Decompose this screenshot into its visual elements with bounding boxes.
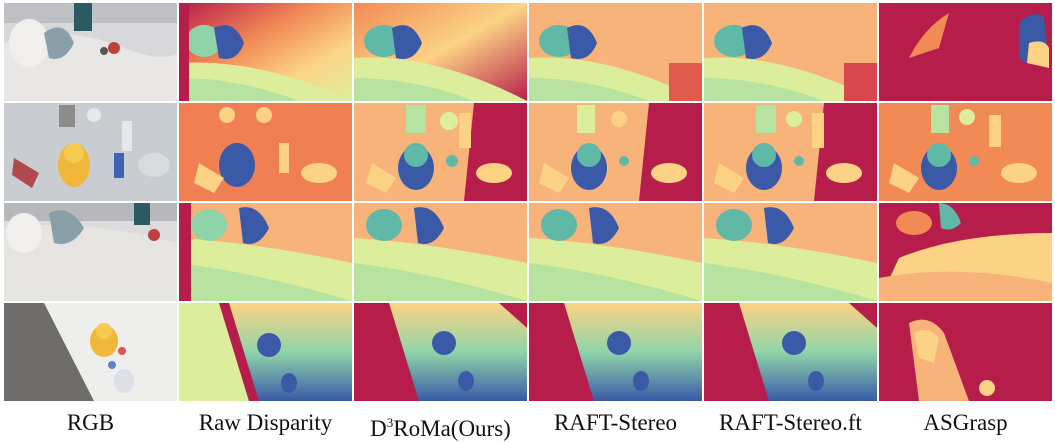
label-raw-disparity: Raw Disparity bbox=[198, 410, 333, 435]
raft-stereo-row1 bbox=[529, 3, 702, 101]
asgrasp-row2 bbox=[879, 103, 1052, 201]
label-d3roma: D3RoMa(Ours) bbox=[370, 415, 511, 441]
label-raft-stereo-ft: RAFT-Stereo.ft bbox=[719, 410, 862, 435]
raft-stereo-row4 bbox=[529, 303, 702, 401]
rgb-image-row4 bbox=[4, 303, 177, 401]
raw-disparity-row1 bbox=[179, 3, 352, 101]
label-asgrasp: ASGrasp bbox=[923, 410, 1008, 435]
label-raft-stereo: RAFT-Stereo bbox=[553, 410, 678, 435]
d3roma-row2 bbox=[354, 103, 527, 201]
raft-stereo-ft-row2 bbox=[704, 103, 877, 201]
column-labels: RGB Raw Disparity D3RoMa(Ours) RAFT-Ster… bbox=[4, 410, 1052, 442]
figure-grid bbox=[4, 3, 1052, 401]
rgb-image-row2 bbox=[4, 103, 177, 201]
raft-stereo-row3 bbox=[529, 203, 702, 301]
rgb-image-row3 bbox=[4, 203, 177, 301]
d3roma-row1 bbox=[354, 3, 527, 101]
asgrasp-row1 bbox=[879, 3, 1052, 101]
raft-stereo-ft-row4 bbox=[704, 303, 877, 401]
raft-stereo-ft-row1 bbox=[704, 3, 877, 101]
rgb-image-row1 bbox=[4, 3, 177, 101]
raft-stereo-ft-row3 bbox=[704, 203, 877, 301]
label-rgb: RGB bbox=[66, 410, 115, 435]
raw-disparity-row2 bbox=[179, 103, 352, 201]
raw-disparity-row3 bbox=[179, 203, 352, 301]
asgrasp-row4 bbox=[879, 303, 1052, 401]
raw-disparity-row4 bbox=[179, 303, 352, 401]
d3roma-row3 bbox=[354, 203, 527, 301]
d3roma-row4 bbox=[354, 303, 527, 401]
raft-stereo-row2 bbox=[529, 103, 702, 201]
asgrasp-row3 bbox=[879, 203, 1052, 301]
